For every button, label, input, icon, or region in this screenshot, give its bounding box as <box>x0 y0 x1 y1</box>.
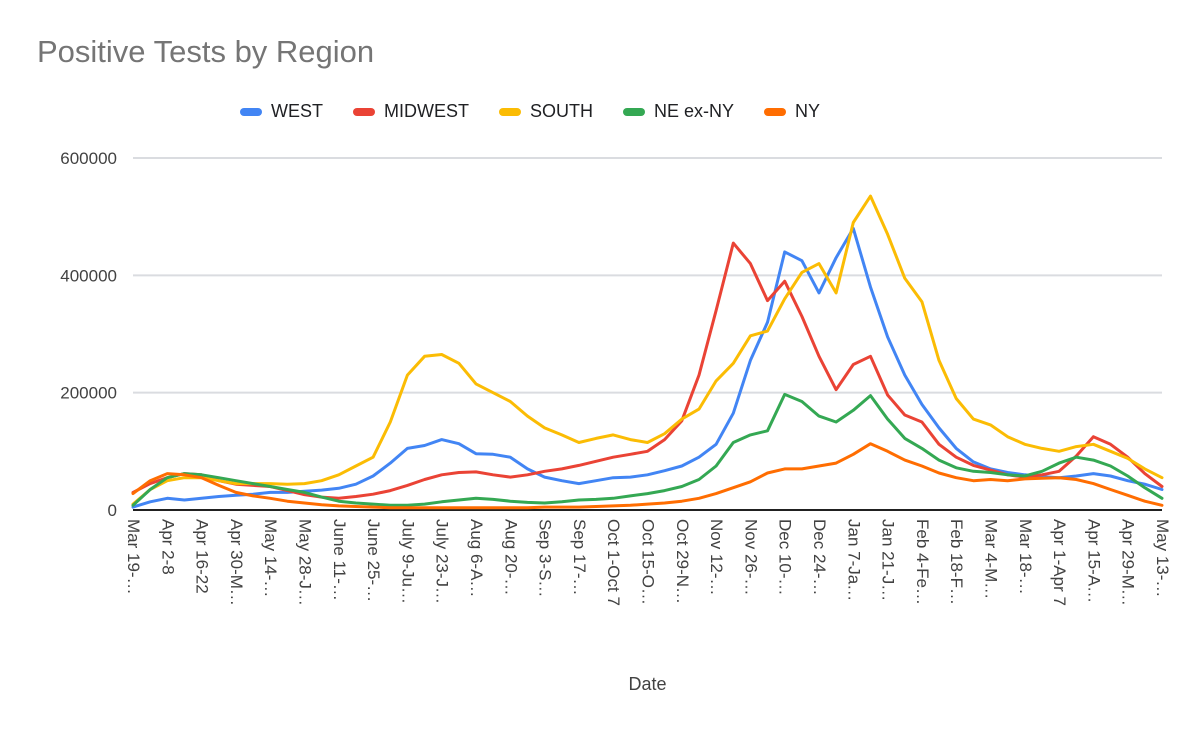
x-axis-tick-label: Aug 20-… <box>501 519 520 596</box>
legend-label: SOUTH <box>529 101 593 121</box>
legend-swatch-icon <box>622 107 645 116</box>
x-axis-tick-label: June 11-… <box>330 519 349 601</box>
x-axis-tick-label: Apr 30-M… <box>227 519 246 606</box>
legend-swatch-icon <box>764 107 786 116</box>
x-axis-tick-label: Jan 21-J… <box>879 519 898 601</box>
x-axis-tick-label: Oct 29-N… <box>673 519 692 604</box>
legend-swatch-icon <box>352 107 375 116</box>
legend-label: NY <box>795 101 821 121</box>
x-axis-tick-label: Oct 1-Oct 7 <box>604 519 623 606</box>
legend-item-west[interactable]: WEST <box>239 101 323 122</box>
line-chart: 0 200000 400000 600000 Mar 19-… Apr 2-8 Apr 16… <box>60 149 1172 606</box>
x-axis-tick-label: Feb 4-Fe… <box>913 519 932 605</box>
x-axis-tick-label: Apr 15-A… <box>1084 519 1103 603</box>
y-axis-tick-label: 0 <box>108 501 117 520</box>
x-axis-tick-label: Nov 26-… <box>741 519 760 596</box>
x-axis-tick-label: Dec 24-… <box>810 519 829 596</box>
x-axis-tick-label: Apr 1-Apr 7 <box>1050 519 1069 606</box>
y-axis-tick-label: 200000 <box>60 384 117 403</box>
series-line-ne-ex-ny <box>131 392 1164 507</box>
y-axis-tick-label: 600000 <box>60 149 117 168</box>
x-axis-tick-label: Mar 18-… <box>1016 519 1035 595</box>
legend-item-ne-ex-ny[interactable]: NE ex-NY <box>622 101 734 122</box>
x-axis-tick-label: July 23-J… <box>433 519 452 604</box>
legend-label: NE ex-NY <box>653 101 734 121</box>
legend: WEST MIDWEST SOUTH NE ex-NY NY <box>0 101 1060 122</box>
series-line-south <box>131 194 1164 506</box>
x-axis-tick-label: May 13-… <box>1153 519 1172 597</box>
x-axis-tick-label: Aug 6-A… <box>467 519 486 597</box>
legend-item-midwest[interactable]: MIDWEST <box>352 101 469 122</box>
x-axis-tick-label: Apr 16-22 <box>193 519 212 594</box>
x-axis-tick-label: Oct 15-O… <box>639 519 658 605</box>
x-axis-tick-label: Nov 12-… <box>707 519 726 596</box>
y-axis-tick-label: 400000 <box>60 266 117 285</box>
x-axis-tick-label: May 14-… <box>261 519 280 597</box>
x-axis-tick-label: Jan 7-Ja… <box>844 519 863 601</box>
legend-label: WEST <box>270 101 323 121</box>
legend-swatch-icon <box>239 107 262 116</box>
x-axis-tick-label: Apr 29-M… <box>1119 519 1138 606</box>
x-axis-tick-label: Sep 3-S… <box>536 519 555 597</box>
x-axis-tick-label: July 9-Ju… <box>398 519 417 604</box>
x-axis-tick-label: Feb 18-F… <box>947 519 966 605</box>
x-axis-tick-label: Mar 19-… <box>124 519 143 595</box>
legend-swatch-icon <box>498 107 521 116</box>
x-axis-tick-label: May 28-J… <box>296 519 315 606</box>
x-axis-title: Date <box>628 674 667 694</box>
legend-item-south[interactable]: SOUTH <box>498 101 593 122</box>
x-axis-tick-label: Sep 17-… <box>570 519 589 596</box>
series-line-ny <box>131 442 1164 510</box>
x-axis-tick-label: June 25-… <box>364 519 383 602</box>
legend-label: MIDWEST <box>383 101 469 121</box>
legend-item-ny[interactable]: NY <box>764 101 820 122</box>
x-axis-tick-label: Mar 4-M… <box>982 519 1001 599</box>
x-axis-tick-label: Dec 10-… <box>776 519 795 596</box>
chart-title: Positive Tests by Region <box>37 34 375 69</box>
series-line-west <box>131 226 1164 509</box>
series-line-midwest <box>131 241 1164 500</box>
x-axis-tick-label: Apr 2-8 <box>158 519 177 575</box>
